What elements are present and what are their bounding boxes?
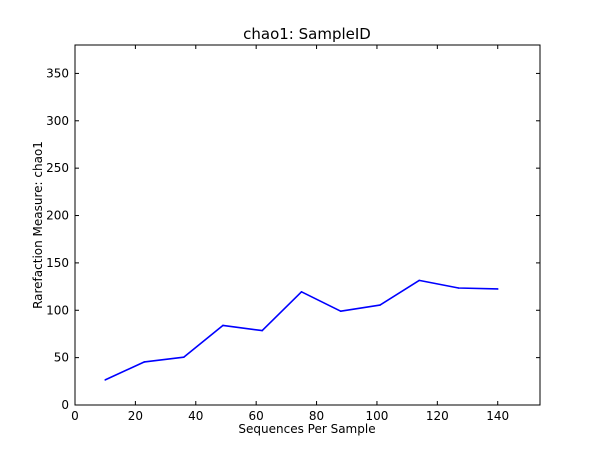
y-axis-ticks: 0 50 100 150 200 250 300 350 bbox=[46, 66, 540, 412]
data-point bbox=[104, 379, 106, 381]
x-tick-label: 100 bbox=[365, 409, 388, 423]
plot-area: 0 20 40 60 80 100 120 140 0 50 100 150 200 250 300 350 bbox=[46, 44, 541, 423]
y-tick-label: 0 bbox=[61, 398, 69, 412]
x-tick-label: 0 bbox=[71, 409, 79, 423]
data-point bbox=[339, 310, 342, 313]
y-axis-label: Rarefaction Measure: chao1 bbox=[31, 141, 45, 309]
data-point bbox=[418, 279, 421, 282]
x-axis-ticks: 0 20 40 60 80 100 120 140 bbox=[71, 45, 509, 423]
x-tick-label: 80 bbox=[309, 409, 324, 423]
x-axis-label: Sequences Per Sample bbox=[238, 422, 375, 436]
data-point bbox=[496, 288, 499, 290]
chart-title: chao1: SampleID bbox=[243, 25, 371, 43]
data-point bbox=[143, 361, 146, 363]
y-tick-label: 250 bbox=[46, 161, 69, 175]
x-tick-label: 40 bbox=[188, 409, 203, 423]
data-point bbox=[261, 329, 264, 332]
y-tick-label: 50 bbox=[54, 351, 69, 365]
data-point bbox=[379, 304, 381, 306]
y-tick-label: 350 bbox=[46, 66, 69, 80]
series-layer bbox=[104, 279, 499, 381]
y-tick-label: 100 bbox=[46, 303, 69, 317]
plot-frame bbox=[74, 44, 541, 406]
data-point bbox=[182, 356, 185, 358]
data-point bbox=[222, 324, 224, 327]
x-tick-label: 60 bbox=[249, 409, 264, 423]
x-tick-label: 20 bbox=[128, 409, 143, 423]
data-point bbox=[457, 287, 460, 289]
y-tick-label: 200 bbox=[46, 209, 69, 223]
y-tick-label: 150 bbox=[46, 256, 69, 270]
x-tick-label: 120 bbox=[426, 409, 449, 423]
data-point bbox=[300, 290, 303, 293]
y-tick-label: 300 bbox=[46, 114, 69, 128]
x-tick-label: 140 bbox=[486, 409, 509, 423]
